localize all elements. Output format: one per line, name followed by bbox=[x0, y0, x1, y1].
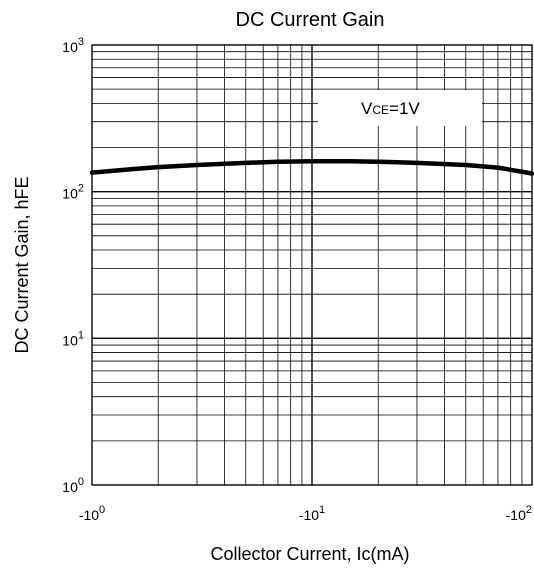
y-tick-labels: 100 101 102 103 bbox=[62, 36, 84, 495]
x-tick-label: -101 bbox=[299, 504, 325, 523]
x-tick-label: -100 bbox=[79, 504, 105, 523]
x-axis-label: Collector Current, Ic(mA) bbox=[210, 544, 409, 564]
y-tick-label: 103 bbox=[62, 36, 84, 55]
x-tick-labels: -100 -101 -102 bbox=[79, 504, 532, 523]
annotation-background bbox=[318, 90, 482, 126]
annotation-sub: CE bbox=[372, 103, 389, 117]
plot-frame bbox=[91, 44, 533, 486]
annotation-text: VCE=1V bbox=[361, 99, 420, 118]
y-tick-label: 100 bbox=[62, 476, 84, 495]
annotation-main: V bbox=[361, 99, 373, 118]
y-axis-label: DC Current Gain, hFE bbox=[12, 176, 32, 353]
series-line bbox=[89, 159, 534, 176]
chart-title: DC Current Gain bbox=[236, 9, 385, 31]
y-tick-label: 101 bbox=[62, 329, 84, 348]
y-tick-label: 102 bbox=[62, 183, 84, 202]
x-tick-label: -102 bbox=[506, 504, 532, 523]
annotation-box: VCE=1V bbox=[318, 90, 482, 126]
annotation-rest: =1V bbox=[389, 99, 420, 118]
